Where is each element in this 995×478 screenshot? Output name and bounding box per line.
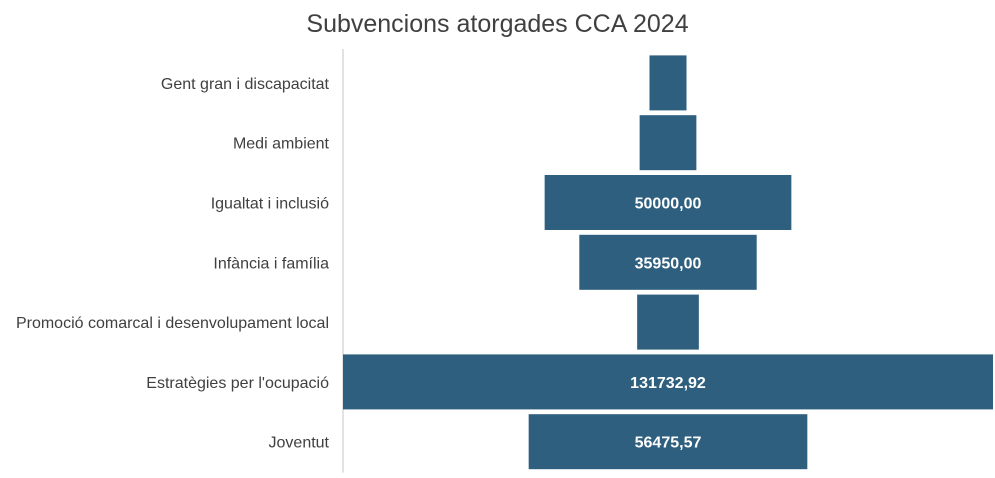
data-label: 50000,00 (635, 196, 702, 213)
category-label: Joventut (269, 435, 330, 452)
data-label: 131732,92 (630, 375, 706, 392)
funnel-bar (343, 354, 993, 410)
funnel-bar (579, 234, 757, 290)
category-label: Medi ambient (233, 136, 330, 153)
funnel-bar (649, 55, 687, 111)
data-label: 56475,57 (635, 435, 702, 452)
category-label: Infància i família (213, 255, 329, 272)
funnel-bar (637, 294, 699, 350)
category-label: Estratègies per l'ocupació (146, 375, 329, 392)
funnel-bar (639, 115, 697, 171)
category-label: Igualtat i inclusió (211, 196, 329, 213)
category-label: Promoció comarcal i desenvolupament loca… (16, 315, 329, 332)
funnel-bar (544, 175, 792, 230)
chart-title: Subvencions atorgades CCA 2024 (306, 10, 689, 38)
data-label: 35950,00 (635, 255, 702, 272)
category-label: Gent gran i discapacitat (161, 76, 330, 93)
funnel-bar (528, 414, 808, 470)
